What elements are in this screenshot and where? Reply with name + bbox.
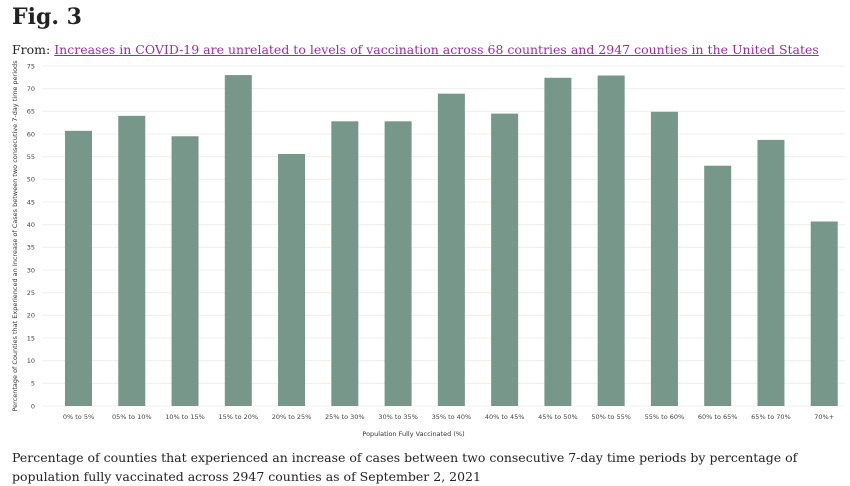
x-tick-label: 30% to 35% bbox=[378, 413, 418, 421]
y-tick-label: 40 bbox=[27, 221, 35, 229]
y-tick-label: 75 bbox=[27, 62, 35, 70]
y-tick-label: 0 bbox=[31, 402, 35, 410]
x-tick-label: 50% to 55% bbox=[591, 413, 631, 421]
bar bbox=[331, 121, 359, 406]
y-tick-label: 35 bbox=[27, 244, 35, 252]
x-tick-label: 45% to 50% bbox=[538, 413, 578, 421]
y-tick-label: 30 bbox=[27, 266, 35, 274]
x-tick-label: 55% to 60% bbox=[645, 413, 685, 421]
x-tick-label: 70%+ bbox=[814, 413, 834, 421]
y-tick-label: 65 bbox=[27, 108, 35, 116]
from-label: From: bbox=[12, 42, 51, 57]
bar bbox=[437, 93, 465, 407]
y-tick-label: 45 bbox=[27, 198, 35, 206]
figure-caption: Percentage of counties that experienced … bbox=[12, 450, 798, 484]
bar bbox=[278, 153, 306, 406]
bar bbox=[597, 75, 625, 406]
y-tick-label: 10 bbox=[27, 357, 35, 365]
source-line: From: Increases in COVID-19 are unrelate… bbox=[12, 42, 819, 57]
bar bbox=[384, 121, 412, 406]
x-tick-label: 35% to 40% bbox=[432, 413, 472, 421]
x-tick-label: 65% to 70% bbox=[751, 413, 791, 421]
x-tick-label: 0% to 5% bbox=[63, 413, 94, 421]
y-tick-label: 20 bbox=[27, 312, 35, 320]
y-tick-label: 5 bbox=[31, 380, 35, 388]
x-axis-ticks: 0% to 5% 05% to 10% 10% to 15% 15% to 20% 20… bbox=[63, 413, 834, 421]
x-tick-label: 05% to 10% bbox=[112, 413, 152, 421]
bar bbox=[224, 75, 252, 407]
y-tick-label: 50 bbox=[27, 176, 35, 184]
x-tick-label: 60% to 65% bbox=[698, 413, 738, 421]
bar bbox=[757, 139, 785, 406]
x-tick-label: 20% to 25% bbox=[272, 413, 312, 421]
x-tick-label: 10% to 15% bbox=[165, 413, 205, 421]
figure-title: Fig. 3 bbox=[12, 4, 82, 30]
y-axis-title: Percentage of Counties that Experienced … bbox=[11, 60, 19, 412]
bars bbox=[65, 75, 838, 407]
bar bbox=[118, 115, 146, 406]
x-tick-label: 15% to 20% bbox=[219, 413, 259, 421]
bar bbox=[491, 113, 519, 406]
bar bbox=[704, 165, 732, 406]
y-axis-ticks: 0 5 10 15 20 25 30 35 40 45 50 55 60 65 70 75 bbox=[27, 62, 35, 410]
article-link[interactable]: Increases in COVID-19 are unrelated to l… bbox=[54, 42, 819, 57]
y-tick-label: 60 bbox=[27, 130, 35, 138]
x-tick-label: 40% to 45% bbox=[485, 413, 525, 421]
x-tick-label: 25% to 30% bbox=[325, 413, 365, 421]
bar bbox=[544, 77, 572, 406]
bar bbox=[650, 111, 678, 406]
y-tick-label: 25 bbox=[27, 289, 35, 297]
bar bbox=[171, 136, 199, 406]
bar bbox=[65, 130, 92, 406]
y-tick-label: 55 bbox=[27, 153, 35, 161]
x-axis-title: Population Fully Vaccinated (%) bbox=[362, 430, 464, 438]
bar bbox=[810, 221, 838, 406]
y-tick-label: 70 bbox=[27, 85, 35, 93]
y-tick-label: 15 bbox=[27, 334, 35, 342]
